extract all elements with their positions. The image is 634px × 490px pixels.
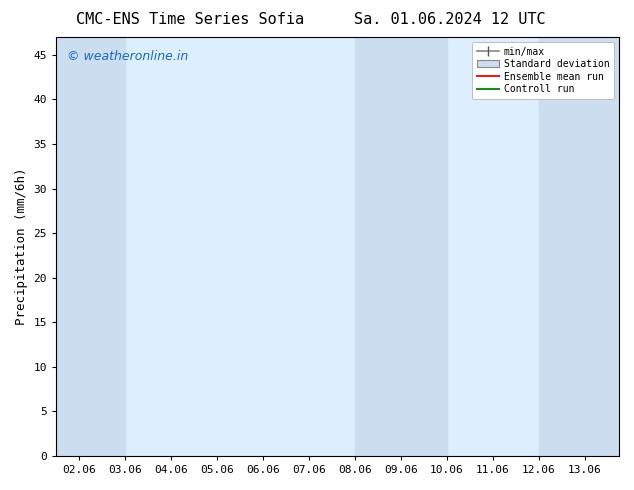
Legend: min/max, Standard deviation, Ensemble mean run, Controll run: min/max, Standard deviation, Ensemble me… [472,42,614,99]
Text: Sa. 01.06.2024 12 UTC: Sa. 01.06.2024 12 UTC [354,12,546,27]
Text: © weatheronline.in: © weatheronline.in [67,49,188,63]
Text: CMC-ENS Time Series Sofia: CMC-ENS Time Series Sofia [76,12,304,27]
Y-axis label: Precipitation (mm/6h): Precipitation (mm/6h) [15,168,28,325]
Bar [539,37,619,456]
Bar [56,37,125,456]
Bar [355,37,447,456]
